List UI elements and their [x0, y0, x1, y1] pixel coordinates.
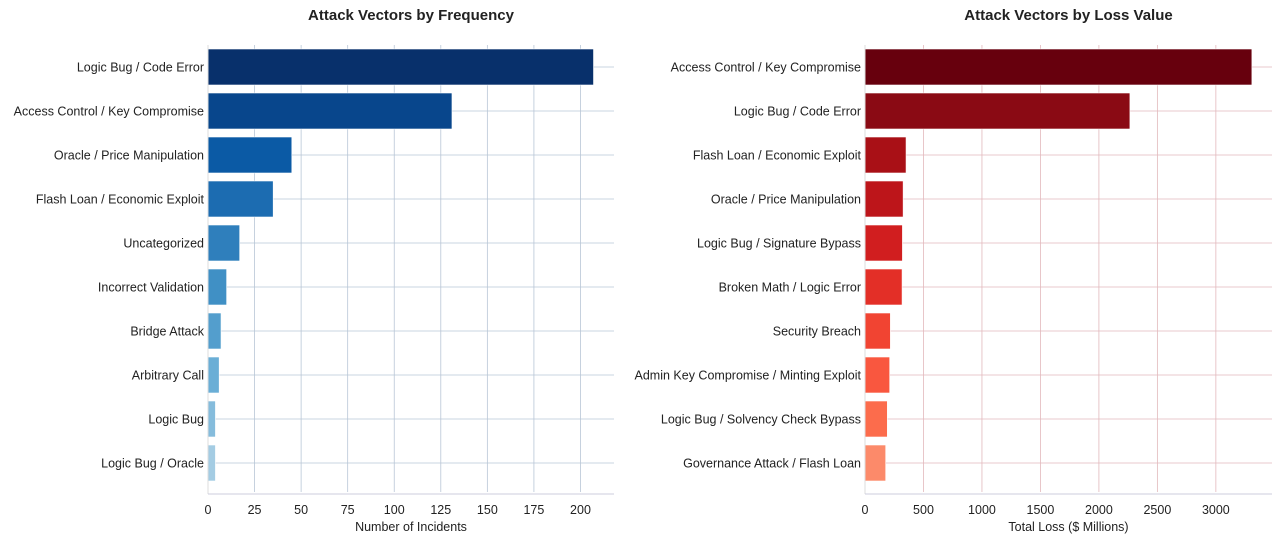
bar	[207, 400, 216, 438]
x-axis-label: Number of Incidents	[355, 520, 467, 534]
x-tick-label: 500	[913, 503, 934, 517]
y-tick-label: Security Breach	[773, 325, 861, 339]
bar	[207, 92, 453, 130]
y-tick-label: Flash Loan / Economic Exploit	[693, 149, 862, 163]
x-tick-label: 1500	[1027, 503, 1055, 517]
bar	[207, 136, 293, 174]
y-tick-label: Logic Bug / Signature Bypass	[697, 237, 861, 251]
x-tick-label: 0	[205, 503, 212, 517]
y-tick-label: Oracle / Price Manipulation	[54, 149, 204, 163]
chart-title: Attack Vectors by Frequency	[308, 7, 515, 24]
x-tick-label: 150	[477, 503, 498, 517]
bar	[864, 92, 1131, 130]
bar	[864, 224, 903, 262]
y-tick-label: Admin Key Compromise / Minting Exploit	[635, 369, 862, 383]
bar	[207, 48, 594, 86]
bar	[207, 312, 222, 350]
bar	[864, 356, 890, 394]
y-tick-label: Broken Math / Logic Error	[719, 281, 861, 295]
chart-title: Attack Vectors by Loss Value	[964, 7, 1172, 24]
x-tick-label: 175	[523, 503, 544, 517]
x-tick-label: 100	[384, 503, 405, 517]
x-tick-label: 0	[862, 503, 869, 517]
x-tick-label: 200	[570, 503, 591, 517]
bar	[864, 48, 1253, 86]
x-tick-label: 2500	[1143, 503, 1171, 517]
chart-panel-1: 0 25 50 75 100 125 150 175 200 Logic Bug / Code E…	[14, 7, 614, 534]
y-tick-label: Access Control / Key Compromise	[14, 105, 204, 119]
y-tick-label: Governance Attack / Flash Loan	[683, 457, 861, 471]
bar	[864, 312, 891, 350]
y-tick-label: Access Control / Key Compromise	[671, 61, 861, 75]
y-tick-label: Bridge Attack	[130, 325, 204, 339]
y-tick-label: Flash Loan / Economic Exploit	[36, 193, 205, 207]
x-axis-label: Total Loss ($ Millions)	[1008, 520, 1128, 534]
bar	[864, 400, 888, 438]
x-tick-label: 75	[341, 503, 355, 517]
bar	[207, 180, 274, 218]
x-tick-label: 50	[294, 503, 308, 517]
y-tick-label: Oracle / Price Manipulation	[711, 193, 861, 207]
x-tick-label: 25	[248, 503, 262, 517]
chart-panel-2: 0 500 1000 1500 2000 2500 3000 Access Control /…	[635, 7, 1272, 534]
y-tick-label: Logic Bug / Code Error	[77, 61, 204, 75]
bar	[207, 268, 227, 306]
y-tick-label: Arbitrary Call	[132, 369, 204, 383]
y-tick-label: Uncategorized	[123, 237, 204, 251]
y-tick-label: Logic Bug / Code Error	[734, 105, 861, 119]
x-tick-label: 125	[430, 503, 451, 517]
y-tick-label: Logic Bug	[148, 413, 204, 427]
bar	[864, 444, 887, 482]
x-tick-label: 2000	[1085, 503, 1113, 517]
x-tick-label: 1000	[968, 503, 996, 517]
bar	[864, 136, 907, 174]
bar	[864, 268, 903, 306]
bar	[207, 444, 216, 482]
y-tick-label: Logic Bug / Solvency Check Bypass	[661, 413, 861, 427]
x-tick-label: 3000	[1202, 503, 1230, 517]
y-tick-label: Incorrect Validation	[98, 281, 204, 295]
y-tick-label: Logic Bug / Oracle	[101, 457, 204, 471]
bar	[207, 224, 240, 262]
bar	[207, 356, 220, 394]
bar	[864, 180, 904, 218]
